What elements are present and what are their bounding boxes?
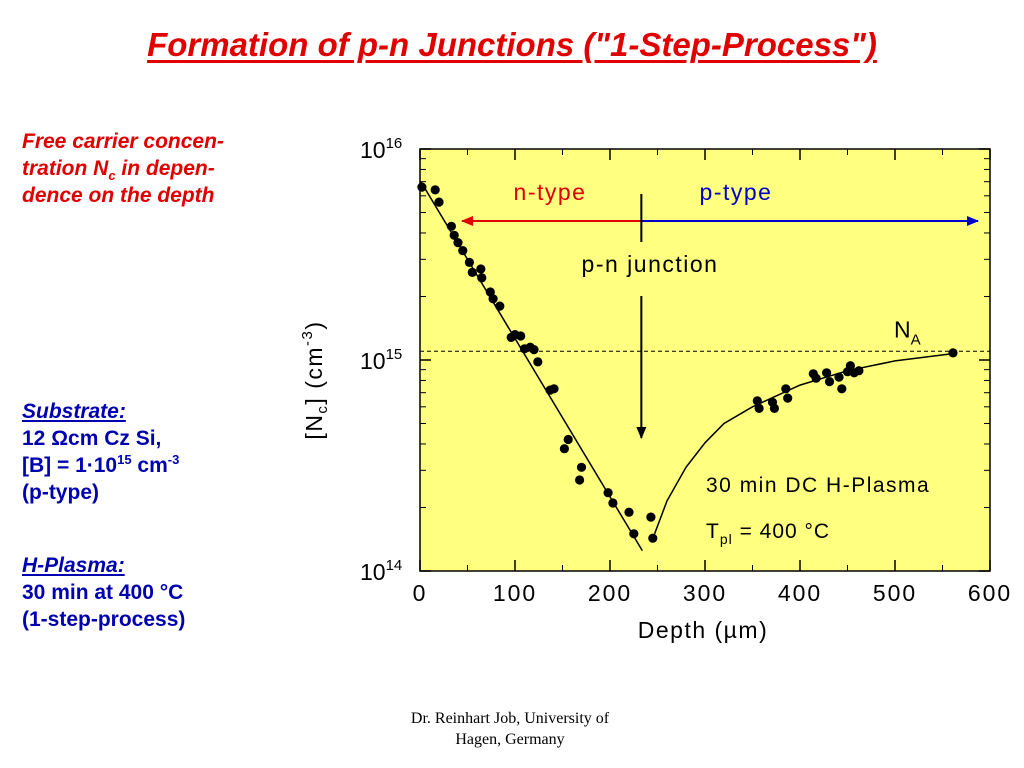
data-point [529,345,539,355]
data-point [477,273,487,283]
data-point [464,257,474,267]
plasma-condition-label: 30 min DC H-Plasma [706,474,930,497]
data-point [837,384,847,394]
p-type-label: p-type [700,179,773,205]
substrate-line-2-pre: [B] = 1·10 [22,454,118,477]
substrate-line-2-unit-exp: -3 [167,452,180,467]
plasma-line-1: 30 min at 400 °C [22,581,184,604]
footer-line-2: Hagen, Germany [455,731,565,748]
fit-line-p-side [653,353,953,535]
x-tick-label: 0 [413,580,428,606]
note-line-2-pre: tration N [22,157,109,180]
data-point [434,197,444,207]
x-axis-label: Depth (µm) [638,617,769,643]
data-point [417,182,427,192]
data-point [783,393,793,403]
y-axis-label: [Nc] (cm-3) [299,320,331,439]
data-point [559,444,570,454]
data-point [824,377,835,387]
x-tick-label: 200 [588,580,632,606]
substrate-line-3: (p-type) [22,481,99,504]
plasma-heading: H-Plasma: [22,554,125,577]
data-point [948,348,958,358]
data-point [549,384,559,394]
x-tick-label: 600 [968,580,1012,606]
y-tick-label: 1014 [360,557,402,585]
note-line-2: tration Nc in depen- [22,155,307,182]
y-tick-label: 1016 [360,135,402,163]
data-point [854,366,864,376]
data-point [752,396,762,406]
data-point [495,301,505,311]
slide-title: Formation of p-n Junctions ("1-Step-Proc… [147,26,877,63]
data-point [576,462,587,472]
y-tick-label: 1015 [360,346,402,374]
data-point [603,488,613,498]
data-point [608,498,618,508]
footer-credit: Dr. Reinhart Job, University of Hagen, G… [360,708,660,750]
data-point [430,185,440,195]
note-line-1: Free carrier concen- [22,130,224,153]
data-point [453,238,463,248]
footer-line-1: Dr. Reinhart Job, University of [410,710,610,727]
data-point [648,533,658,543]
note-line-2-sub: c [108,168,116,184]
data-point [533,357,543,367]
substrate-line-2: [B] = 1·1015 cm-3 [22,452,302,479]
data-point [646,512,656,522]
n-type-label: n-type [514,179,587,205]
chart-description: Free carrier concen- tration Nc in depen… [22,128,307,209]
data-point [845,361,856,371]
na-label: NA [894,316,921,348]
x-tick-label: 500 [873,580,917,606]
substrate-info: Substrate: 12 Ωcm Cz Si, [B] = 1·1015 cm… [22,398,302,506]
plasma-line-2: (1-step-process) [22,608,186,631]
substrate-line-2-exp: 15 [117,452,132,467]
data-point [769,403,780,413]
data-point [476,264,486,274]
data-point [563,434,573,445]
substrate-line-1: 12 Ωcm Cz Si, [22,427,162,450]
data-point [467,267,477,277]
substrate-heading: Substrate: [22,400,126,423]
plasma-info: H-Plasma: 30 min at 400 °C (1-step-proce… [22,552,302,633]
data-point [834,372,844,382]
data-point [488,294,498,304]
data-point [754,403,764,413]
data-point [811,373,821,383]
note-line-2-post: in depen- [115,157,215,180]
data-point [458,246,468,256]
data-point [781,384,791,394]
x-tick-label: 300 [683,580,727,606]
data-point [822,368,832,378]
plot-area [419,148,991,572]
data-point [446,221,456,231]
note-line-3: dence on the depth [22,184,215,207]
plasma-temperature-label: Tpl = 400 °C [706,520,830,547]
data-point [575,475,585,485]
data-point [624,507,634,517]
data-point [516,331,526,341]
x-tick-label: 400 [778,580,822,606]
data-point [629,529,639,539]
substrate-line-2-unit: cm [131,454,168,477]
data-point [449,230,459,240]
pn-junction-label: p-n junction [582,251,719,277]
x-tick-label: 100 [493,580,537,606]
